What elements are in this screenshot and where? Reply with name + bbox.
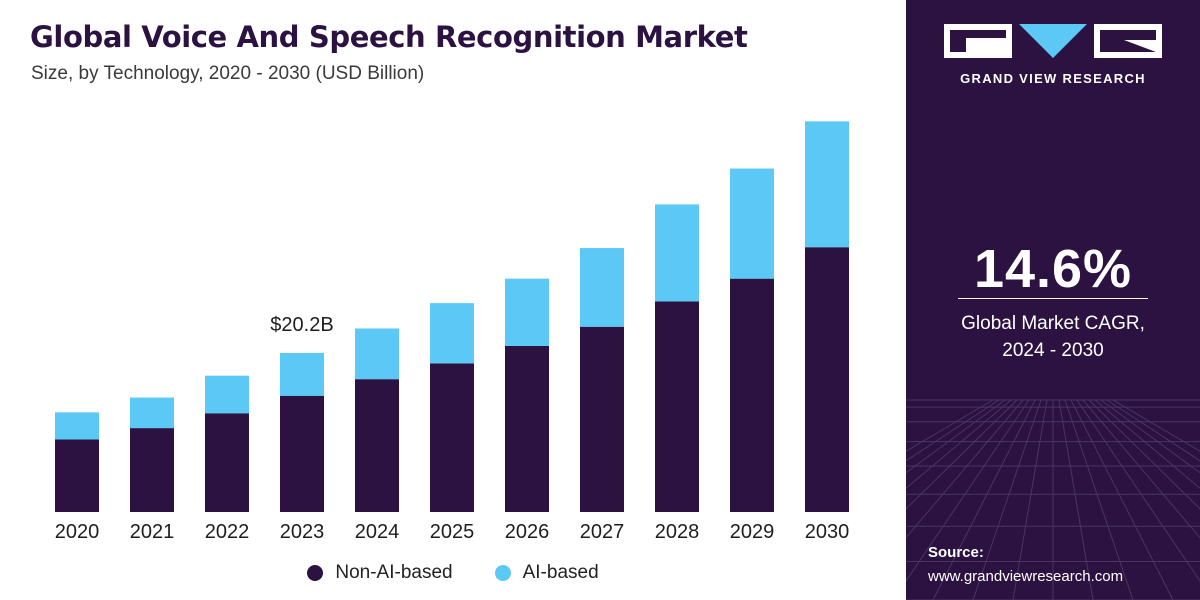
- bar-ai-based-2026: [505, 278, 549, 346]
- grid-line: [1076, 399, 1200, 582]
- bar-non-ai-based-2028: [655, 301, 699, 512]
- x-tick-label-2020: 2020: [55, 521, 100, 543]
- grid-line: [906, 399, 1000, 462]
- legend-swatch: [494, 565, 511, 581]
- legend-label: Non-AI-based: [335, 562, 453, 583]
- brand-name: GRAND VIEW RESEARCH: [960, 71, 1146, 86]
- chart-subtitle: Size, by Technology, 2020 - 2030 (USD Bi…: [31, 63, 425, 84]
- x-tick-label-2022: 2022: [205, 521, 250, 543]
- legend-swatch: [307, 565, 324, 581]
- bar-ai-based-2027: [580, 248, 624, 327]
- info-panel: GRAND VIEW RESEARCH 14.6% Global Market …: [906, 0, 1200, 600]
- bar-non-ai-based-2026: [505, 345, 549, 512]
- bar-ai-based-2028: [655, 204, 699, 302]
- grid-line: [1106, 399, 1200, 462]
- x-tick-label-2026: 2026: [505, 521, 550, 543]
- legend-label: AI-based: [522, 562, 599, 583]
- x-tick-label-2029: 2029: [730, 521, 775, 543]
- bar-ai-based-2022: [205, 375, 249, 414]
- legend: Non-AI-based AI-based: [0, 562, 906, 584]
- grid-line: [972, 399, 1042, 600]
- x-tick-label-2024: 2024: [355, 521, 400, 543]
- bar-non-ai-based-2021: [130, 428, 174, 512]
- gvr-logo: [944, 24, 1162, 58]
- x-tick-label-2023: 2023: [280, 521, 325, 543]
- bar-ai-based-2029: [730, 168, 774, 279]
- bar-ai-based-2023: [280, 352, 324, 396]
- x-tick-label-2021: 2021: [130, 521, 175, 543]
- bar-non-ai-based-2022: [205, 413, 249, 512]
- grid-line: [906, 399, 1012, 489]
- bar-non-ai-based-2024: [355, 379, 399, 512]
- grid-line: [906, 399, 1030, 582]
- grid-line: [1082, 399, 1200, 539]
- source-url: www.grandviewresearch.com: [928, 568, 1124, 585]
- x-tick-label-2030: 2030: [805, 521, 850, 543]
- cagr-divider: [958, 298, 1148, 299]
- grid-line: [906, 399, 1018, 510]
- legend-item-ai-based: AI-based: [494, 562, 599, 584]
- legend-item-non-ai-based: Non-AI-based: [307, 562, 453, 584]
- bar-ai-based-2030: [805, 121, 849, 248]
- grid-background-decoration: [906, 399, 1200, 600]
- cagr-label-line2: 2024 - 2030: [1002, 340, 1104, 361]
- chart-title: Global Voice And Speech Recognition Mark…: [30, 20, 748, 54]
- bar-non-ai-based-2027: [580, 326, 624, 512]
- bar-non-ai-based-2030: [805, 247, 849, 512]
- grid-line: [1094, 399, 1200, 489]
- grid-line: [906, 399, 1024, 539]
- bar-ai-based-2021: [130, 397, 174, 429]
- grid-line: [906, 399, 994, 452]
- cagr-label: Global Market CAGR, 2024 - 2030: [906, 310, 1200, 364]
- stacked-bar-chart: 2020 2021 2022 2023 2024 2025 2026 2027 2028 2029…: [55, 121, 850, 543]
- grid-line: [1100, 399, 1200, 474]
- grid-line: [1064, 399, 1134, 600]
- chart-area: Global Voice And Speech Recognition Mark…: [0, 20, 906, 584]
- cagr-label-line1: Global Market CAGR,: [961, 313, 1145, 334]
- bar-ai-based-2025: [430, 303, 474, 364]
- grid-line: [932, 399, 1036, 600]
- grid-line: [1012, 399, 1048, 600]
- bar-non-ai-based-2025: [430, 363, 474, 512]
- bar-non-ai-based-2029: [730, 278, 774, 512]
- data-label-2023: $20.2B: [270, 314, 333, 336]
- bar-ai-based-2024: [355, 328, 399, 380]
- cagr-value: 14.6%: [973, 239, 1133, 299]
- x-tick-label-2028: 2028: [655, 521, 700, 543]
- grid-line: [1112, 399, 1200, 452]
- bar-non-ai-based-2023: [280, 395, 324, 512]
- source-label: Source:: [928, 544, 984, 561]
- grid-line: [906, 399, 1006, 474]
- x-tick-label-2025: 2025: [430, 521, 475, 543]
- grid-line: [1088, 399, 1200, 510]
- bar-non-ai-based-2020: [55, 439, 99, 512]
- grid-line: [1058, 399, 1094, 600]
- x-tick-label-2027: 2027: [580, 521, 625, 543]
- bar-ai-based-2020: [55, 412, 99, 440]
- grid-line: [1070, 399, 1174, 600]
